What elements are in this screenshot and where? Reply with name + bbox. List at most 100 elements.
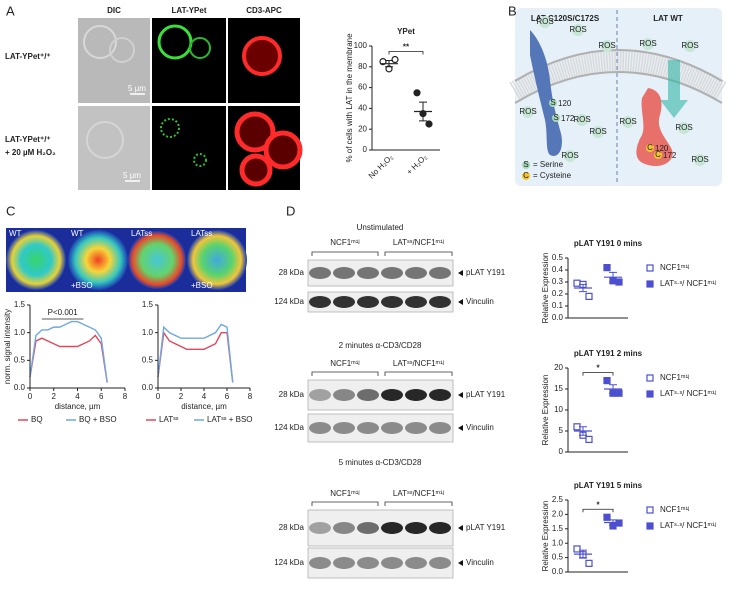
x-tick-label: 2: [179, 392, 184, 401]
y-tick-label: 80: [358, 62, 367, 71]
blot-band: [309, 267, 331, 279]
data-point: [391, 55, 399, 64]
row-label: LAT-YPet⁺/⁺ + 20 µM H₂O₂: [5, 135, 56, 157]
blot-band: [357, 267, 379, 279]
legend-label: LATˢˢ + BSO: [207, 415, 253, 424]
y-axis-label: Relative Expression: [541, 375, 550, 446]
y-tick-label: 2.5: [552, 495, 564, 504]
site-letter: C: [647, 143, 653, 152]
blot-band: [381, 422, 403, 434]
band-target: pLAT Y191: [466, 523, 506, 532]
site-number: 120: [655, 144, 669, 153]
column-header: LAT-YPet: [172, 6, 207, 15]
column-header: DIC: [107, 6, 121, 15]
band-pointer: [458, 299, 463, 305]
group-label: LATˢˢ/NCF1ᵐ¹ʲ: [393, 238, 444, 247]
cell: [109, 37, 135, 63]
blot-band: [333, 296, 355, 308]
blot-band: [309, 389, 331, 401]
error-bar: [609, 271, 617, 283]
group-label: NCF1ᵐ¹ʲ: [330, 238, 359, 247]
blot-strip: [307, 259, 454, 287]
blot-band: [405, 389, 427, 401]
group-bracket: [384, 501, 453, 506]
cell: [160, 118, 180, 138]
band-size: 124 kDa: [274, 297, 304, 306]
membrane: [509, 50, 728, 102]
legend-label: LATˢ·ˢ/ NCF1ᵐ¹ʲ: [660, 521, 716, 530]
legend-label: LATˢ·ˢ/ NCF1ᵐ¹ʲ: [660, 389, 716, 398]
blot-band: [381, 267, 403, 279]
blot-strip: [307, 509, 454, 547]
blot-band: [357, 522, 379, 534]
significance-label: *: [596, 364, 600, 373]
y-tick-label: 0.5: [552, 553, 564, 562]
ros-molecule: [622, 116, 634, 128]
error-bar: [419, 101, 427, 122]
error-bar: [579, 426, 587, 436]
blot-band: [405, 557, 427, 569]
site-number: 172: [561, 114, 575, 123]
blot-band: [357, 389, 379, 401]
schematic-title: LAT C120S/C172S: [531, 14, 600, 23]
group-label: LATˢˢ/NCF1ᵐ¹ʲ: [393, 489, 444, 498]
y-tick-label: 2.0: [552, 510, 564, 519]
heatmap: [6, 230, 66, 290]
blot-band: [357, 296, 379, 308]
blot-band: [381, 557, 403, 569]
blot-band: [405, 267, 427, 279]
cell: [242, 36, 282, 76]
band-target: Vinculin: [466, 297, 494, 306]
y-tick-label: 0.4: [552, 265, 564, 274]
heatmap-treatment: +BSO: [71, 281, 93, 290]
band-target: pLAT Y191: [466, 390, 506, 399]
key-letter: S: [523, 160, 528, 169]
blot-band: [429, 522, 451, 534]
error-bar: [609, 384, 617, 394]
site-number: 172: [663, 151, 677, 160]
band-target: Vinculin: [466, 423, 494, 432]
key-text: = Cysteine: [533, 171, 572, 180]
significance-bracket: [582, 508, 614, 513]
cell: [239, 153, 273, 187]
data-point: [573, 279, 581, 287]
y-axis-label: norm. signal intensity: [3, 309, 12, 384]
group-bracket: [384, 251, 453, 256]
y-tick-label: 0: [559, 447, 564, 456]
x-tick-label: 8: [123, 392, 128, 401]
blot-band: [333, 522, 355, 534]
y-tick-label: 0.0: [552, 567, 564, 576]
panel-label: D: [286, 203, 295, 218]
band-pointer: [458, 425, 463, 431]
site-symbol: [646, 144, 654, 152]
legend-label: LATˢ·ˢ/ NCF1ᵐ¹ʲ: [660, 279, 716, 288]
data-point: [413, 89, 421, 97]
y-tick-label: 1.5: [142, 300, 154, 309]
x-axis-label: distance, µm: [181, 402, 227, 411]
band-pointer: [458, 525, 463, 531]
ros-label: ROS: [519, 107, 536, 116]
x-tick-label: 2: [52, 392, 57, 401]
schematic-title: LAT WT: [653, 14, 683, 23]
site-letter: S: [550, 98, 555, 107]
blot-band: [381, 296, 403, 308]
site-number: 120: [558, 99, 572, 108]
heatmap-label: WT: [9, 229, 22, 238]
heatmap-treatment: +BSO: [191, 281, 213, 290]
heatmap: [187, 230, 247, 290]
blot-band: [405, 522, 427, 534]
panel-label: B: [508, 3, 517, 18]
data-line: [29, 320, 108, 383]
ros-label: ROS: [681, 41, 698, 50]
x-tick-label: 4: [202, 392, 207, 401]
y-tick-label: 0.0: [552, 313, 564, 322]
cell: [86, 121, 124, 159]
legend-label: NCF1ᵐ¹ʲ: [660, 373, 689, 382]
group-bracket: [311, 501, 379, 506]
key-symbol: [522, 172, 530, 180]
cell-box: [515, 8, 722, 186]
dic-image: [78, 18, 150, 103]
band-target: pLAT Y191: [466, 268, 506, 277]
legend-label: LATˢˢ: [159, 415, 179, 424]
